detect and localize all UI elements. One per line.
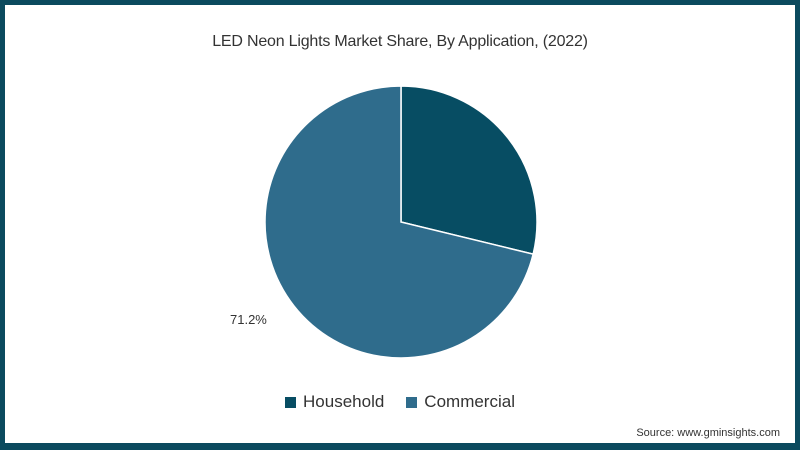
legend-label: Commercial [424,392,515,411]
pie-slice-household[interactable] [400,85,538,256]
pie-slice-commercial[interactable] [264,85,535,359]
household-swatch-icon [285,396,297,408]
legend-label: Household [303,392,385,411]
commercial-percent-label: 71.2% [230,312,267,327]
commercial-swatch-icon [406,396,418,408]
chart-title: LED Neon Lights Market Share, By Applica… [212,33,588,50]
source-note: Source: www.gminsights.com [636,427,780,439]
legend: Household Commercial [0,392,800,412]
legend-item-household[interactable]: Household [285,392,384,412]
legend-item-commercial[interactable]: Commercial [406,392,515,412]
